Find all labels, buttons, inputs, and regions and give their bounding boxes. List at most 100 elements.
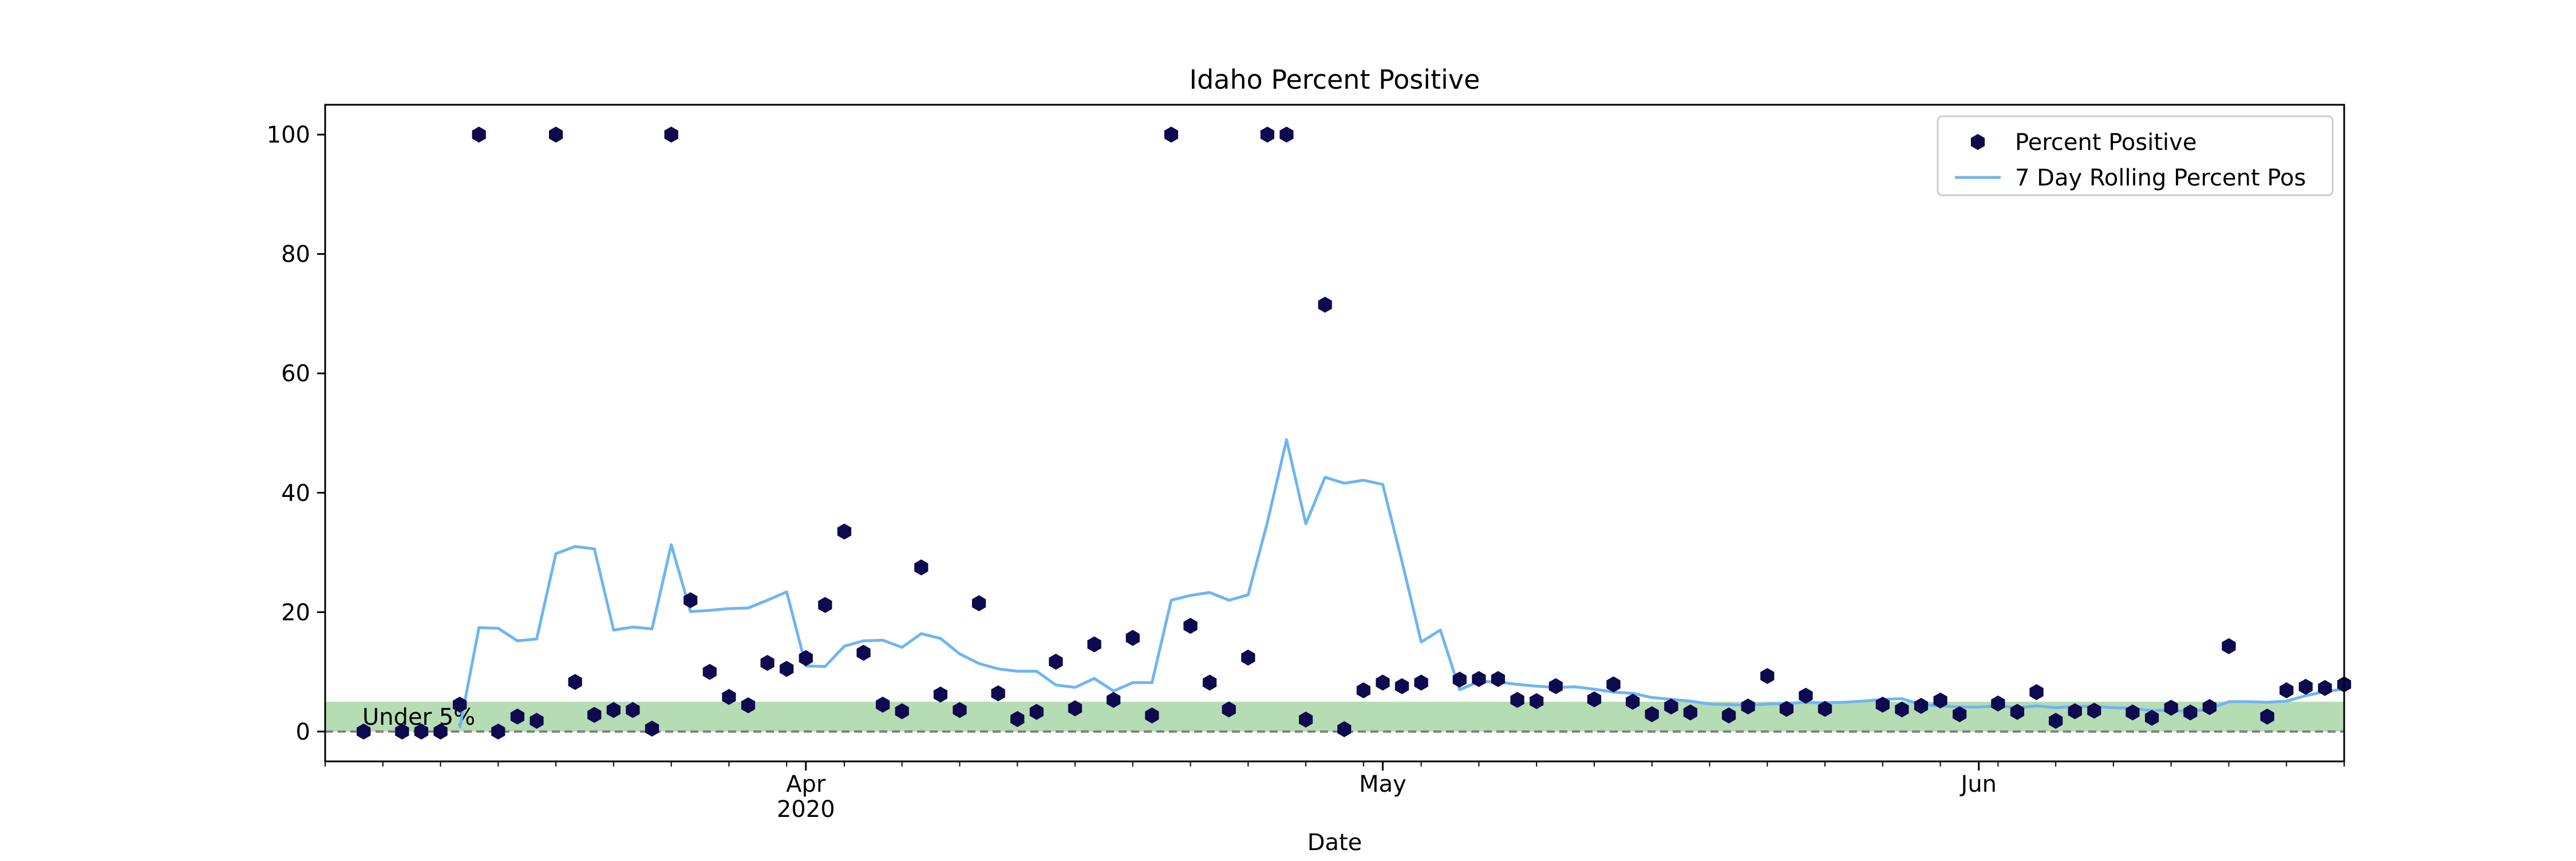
data-point — [549, 127, 563, 143]
data-point — [702, 663, 717, 680]
data-point — [1414, 674, 1428, 691]
data-point — [1279, 127, 1294, 143]
legend-box — [1937, 115, 2334, 196]
data-point — [1530, 693, 1544, 709]
data-point — [2145, 709, 2159, 726]
data-point — [1222, 701, 1236, 718]
data-point — [414, 723, 429, 740]
chart-title: Idaho Percent Positive — [1190, 64, 1480, 95]
legend-entry-label: 7 Day Rolling Percent Pos — [2015, 165, 2306, 191]
data-point — [683, 592, 698, 609]
data-point — [799, 650, 813, 666]
data-point — [2164, 700, 2178, 716]
data-point — [1145, 707, 1159, 724]
data-point — [606, 702, 621, 718]
data-point — [1760, 668, 1775, 684]
data-point — [1991, 695, 2005, 712]
data-point — [2183, 704, 2198, 721]
data-point — [2068, 703, 2082, 720]
data-point — [1241, 649, 1255, 666]
data-point — [2049, 713, 2063, 729]
x-tick-sublabel: 2020 — [777, 796, 835, 823]
data-point — [991, 685, 1005, 702]
data-point — [1510, 692, 1524, 708]
data-point — [1356, 682, 1370, 698]
y-tick-label: 100 — [267, 122, 310, 148]
data-point — [2029, 684, 2044, 700]
data-point — [1087, 636, 1101, 653]
data-point — [1472, 671, 1486, 688]
data-point — [2260, 708, 2274, 725]
data-point — [1722, 707, 1736, 724]
data-point — [1645, 706, 1659, 722]
y-tick-label: 20 — [281, 599, 310, 626]
data-point — [1933, 692, 1947, 709]
data-point — [664, 127, 678, 143]
data-point — [1376, 674, 1390, 691]
data-point — [2125, 704, 2140, 721]
data-point — [1606, 676, 1621, 693]
data-point — [856, 645, 871, 661]
data-point — [587, 706, 602, 723]
data-point — [818, 597, 832, 613]
y-tick-label: 60 — [281, 361, 310, 387]
data-point — [1587, 691, 1602, 708]
data-point — [2010, 704, 2025, 720]
data-point — [357, 723, 371, 740]
data-point — [1260, 127, 1275, 143]
y-tick-label: 0 — [296, 719, 310, 745]
data-point — [1683, 704, 1697, 721]
x-tick-label: May — [1359, 771, 1406, 797]
data-point — [895, 703, 909, 720]
data-point — [2222, 638, 2236, 654]
data-point — [626, 702, 640, 718]
data-point — [491, 723, 505, 740]
data-point — [1049, 653, 1063, 670]
legend-entry-label: Percent Positive — [2015, 129, 2196, 156]
data-point — [760, 655, 775, 671]
data-point — [2087, 702, 2101, 719]
data-point — [741, 697, 756, 713]
data-point — [972, 595, 986, 611]
y-tick-label: 80 — [281, 242, 310, 268]
data-point — [1799, 688, 1813, 704]
data-point — [1068, 700, 1082, 717]
data-point — [1010, 711, 1025, 727]
data-point — [510, 708, 524, 725]
plot-frame — [324, 104, 2345, 763]
data-point — [914, 559, 929, 576]
data-point — [472, 127, 486, 143]
data-point — [568, 674, 582, 690]
data-point — [1183, 618, 1198, 634]
data-point — [876, 696, 890, 713]
data-point — [1818, 701, 1832, 717]
data-point — [2279, 682, 2294, 698]
y-tick-label: 40 — [281, 480, 310, 507]
data-point — [2202, 699, 2217, 716]
data-point — [1337, 721, 1352, 737]
data-point — [530, 713, 544, 729]
data-point — [1664, 698, 1678, 715]
data-point — [1875, 696, 1890, 713]
data-point — [2298, 678, 2313, 695]
x-axis-label: Date — [1307, 830, 1362, 856]
data-point — [1107, 692, 1121, 708]
data-point — [1394, 678, 1409, 694]
data-point — [1029, 704, 1044, 720]
x-tick-label: Apr — [786, 771, 826, 797]
data-point — [453, 696, 467, 713]
data-point — [1299, 712, 1313, 728]
legend-marker — [1970, 134, 1985, 150]
data-point — [1318, 297, 1332, 313]
data-point — [1491, 671, 1506, 688]
data-point — [1203, 674, 1217, 691]
data-point — [1895, 701, 1909, 718]
data-point — [933, 686, 947, 703]
data-point — [780, 661, 794, 677]
data-point — [1914, 698, 1929, 714]
data-point — [395, 723, 409, 740]
data-point — [433, 723, 448, 740]
data-point — [953, 702, 967, 718]
